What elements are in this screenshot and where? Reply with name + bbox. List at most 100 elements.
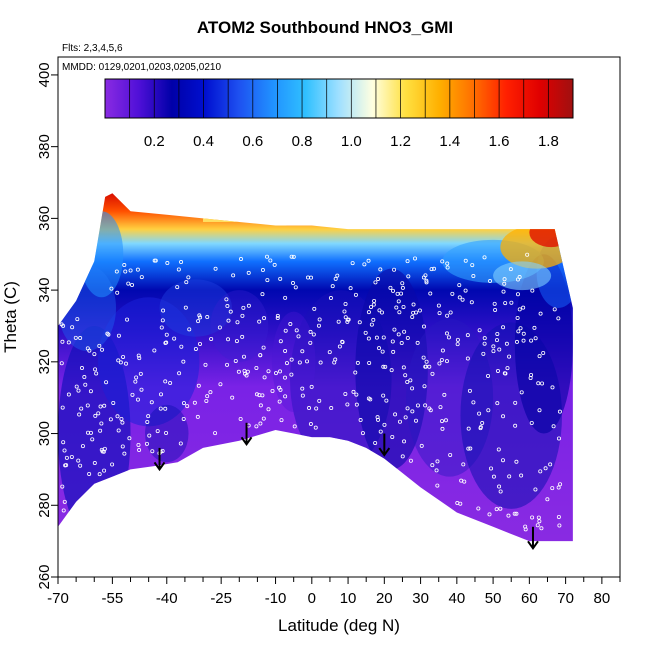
sample-point — [469, 300, 474, 305]
sample-point — [374, 335, 379, 340]
sample-point — [277, 399, 282, 404]
sample-point — [196, 383, 201, 388]
sample-point — [552, 307, 557, 312]
sample-point — [261, 345, 266, 350]
sample-point — [128, 268, 133, 273]
sample-point — [297, 360, 302, 365]
sample-point — [231, 273, 236, 278]
sample-point — [504, 341, 509, 346]
sample-point — [164, 332, 169, 337]
sample-point — [380, 349, 385, 354]
sample-point — [343, 315, 348, 320]
sample-point — [440, 419, 445, 424]
sample-point — [122, 263, 127, 268]
sample-point — [357, 320, 362, 325]
sample-point — [93, 367, 98, 372]
sample-point — [342, 309, 347, 314]
sample-point — [506, 513, 511, 518]
sample-point — [434, 468, 439, 473]
sample-point — [61, 508, 66, 513]
sample-point — [353, 370, 358, 375]
sample-point — [435, 459, 440, 464]
y-tick-label: 320 — [36, 349, 53, 374]
sample-point — [122, 451, 127, 456]
sample-point — [265, 254, 270, 259]
sample-point — [424, 278, 429, 283]
sample-point — [437, 311, 442, 316]
sample-point — [80, 444, 85, 449]
sample-point — [66, 392, 71, 397]
sample-point — [557, 523, 562, 528]
colorbar-tick-label: 1.0 — [341, 133, 362, 150]
sample-point — [503, 301, 508, 306]
sample-point — [498, 506, 503, 511]
sample-point — [371, 302, 376, 307]
sample-point — [471, 274, 476, 279]
sample-point — [389, 368, 394, 373]
field-structure — [493, 261, 552, 291]
sample-point — [333, 276, 338, 281]
sample-point — [523, 524, 528, 529]
sample-point — [265, 278, 270, 283]
sample-point — [83, 382, 88, 387]
sample-point — [96, 411, 101, 416]
sample-point — [159, 325, 164, 330]
sample-point — [492, 301, 497, 306]
sample-point — [75, 317, 80, 322]
sample-point — [423, 403, 428, 408]
sample-point — [491, 344, 496, 349]
sample-point — [551, 424, 556, 429]
sample-point — [278, 369, 283, 374]
sample-point — [550, 486, 555, 491]
sample-point — [514, 511, 519, 516]
sample-point — [363, 330, 368, 335]
sample-point — [79, 366, 84, 371]
sample-point — [502, 371, 507, 376]
sample-point — [378, 267, 383, 272]
sample-point — [115, 290, 120, 295]
sample-point — [515, 292, 520, 297]
sample-point — [184, 280, 189, 285]
sample-point — [501, 325, 506, 330]
sample-point — [413, 418, 418, 423]
sample-point — [457, 295, 462, 300]
sample-point — [254, 392, 259, 397]
sample-point — [109, 286, 114, 291]
sample-point — [516, 329, 521, 334]
sample-point — [186, 275, 191, 280]
axes-layer: -70 -55 -40 -25 -10 0 10 20 30 40 50 60 70 80 260 280 30… — [36, 56, 621, 607]
sample-point — [102, 403, 107, 408]
x-tick-label: 50 — [485, 590, 502, 607]
sample-point — [289, 254, 294, 259]
top-band — [286, 218, 446, 226]
sample-point — [521, 305, 526, 310]
plot-frame — [57, 56, 621, 578]
sample-point — [376, 417, 381, 422]
sample-point — [195, 414, 200, 419]
sample-point — [532, 325, 537, 330]
sample-point — [395, 291, 400, 296]
sample-point — [136, 443, 141, 448]
sample-point — [373, 440, 378, 445]
sample-point — [168, 381, 173, 386]
sample-point — [530, 288, 535, 293]
sample-point — [97, 343, 102, 348]
sample-point — [76, 458, 81, 463]
sample-point — [536, 381, 541, 386]
dates-note: MMDD: 0129,0201,0203,0205,0210 — [62, 62, 222, 73]
sample-point — [413, 256, 418, 261]
y-tick-label: 300 — [36, 421, 53, 446]
sample-point — [262, 375, 267, 380]
sample-point — [377, 308, 382, 313]
sample-point — [411, 310, 416, 315]
sample-point — [230, 395, 235, 400]
sample-point — [513, 423, 518, 428]
sample-point — [130, 282, 135, 287]
sample-point — [60, 405, 65, 410]
sample-point — [181, 401, 186, 406]
sample-point — [445, 313, 450, 318]
sample-point — [401, 304, 406, 309]
sample-point — [428, 291, 433, 296]
sample-point — [291, 281, 296, 286]
